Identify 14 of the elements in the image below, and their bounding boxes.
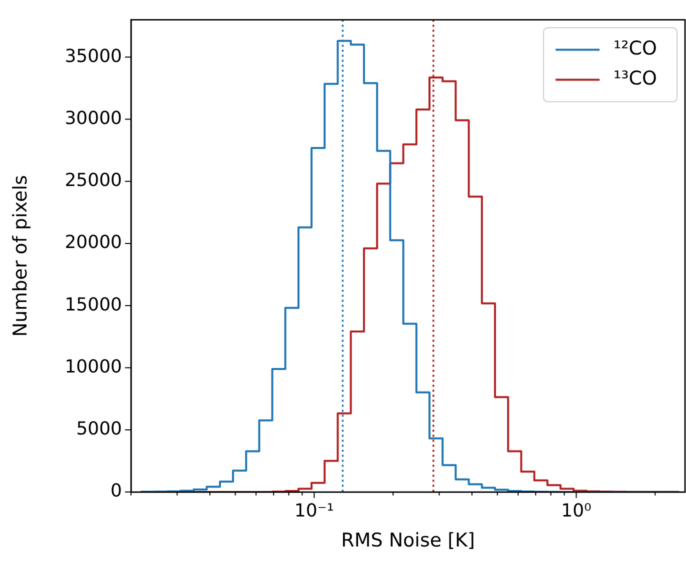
x-axis-title: RMS Noise [K] xyxy=(341,530,475,552)
y-tick-label: 30000 xyxy=(64,108,122,129)
y-tick-label: 0 xyxy=(110,480,122,502)
y-tick-label: 20000 xyxy=(64,232,122,254)
x-tick-label: 10⁻¹ xyxy=(294,500,334,522)
y-tick-label: 15000 xyxy=(64,294,122,316)
legend-label: ¹²CO xyxy=(614,38,658,60)
y-tick-label: 5000 xyxy=(76,418,122,440)
legend-label: ¹³CO xyxy=(614,68,658,90)
y-axis-title: Number of pixels xyxy=(9,175,32,337)
y-tick-label: 10000 xyxy=(64,356,122,378)
y-tick-label: 25000 xyxy=(64,170,122,192)
x-tick-label: 10⁰ xyxy=(561,500,592,522)
y-tick-label: 35000 xyxy=(64,46,122,67)
